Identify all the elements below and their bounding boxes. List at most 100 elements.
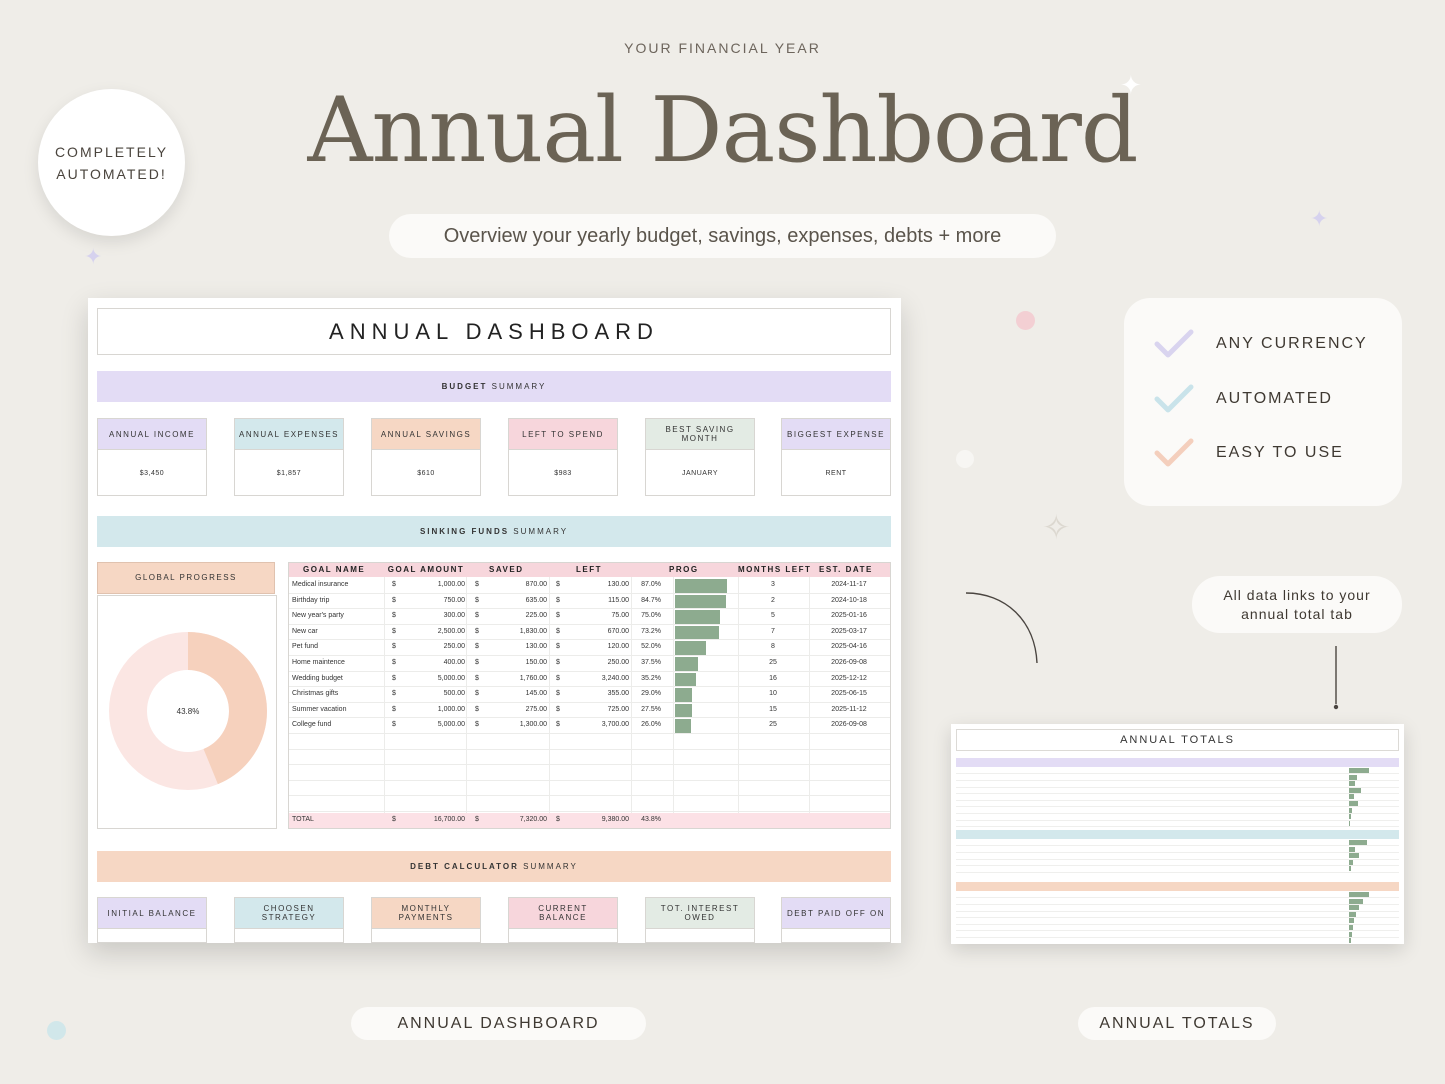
mini-progress-bar: [1349, 781, 1355, 787]
column-header: GOAL NAME: [303, 565, 366, 574]
stat-annual-savings: ANNUAL SAVINGS $610: [371, 418, 481, 496]
mini-row: [956, 801, 1399, 808]
total-label: TOTAL: [292, 816, 314, 823]
currency-symbol: $: [556, 612, 560, 620]
left-amount: 725.00: [607, 705, 629, 713]
decor-dot: [1016, 311, 1035, 330]
progress-bar: [675, 703, 692, 718]
mini-row: [956, 781, 1399, 788]
total-pct: 43.8%: [641, 816, 661, 823]
stat-value: $983: [554, 469, 572, 477]
column-header: MONTHS LEFT: [738, 565, 810, 574]
months-left: 16: [769, 674, 777, 682]
check-icon: [1154, 384, 1194, 413]
global-progress-box: 43.8%: [97, 595, 277, 829]
goal-amount: 500.00: [443, 690, 465, 698]
goal-name: Medical insurance: [292, 581, 349, 588]
stat-label: LEFT TO SPEND: [509, 419, 617, 450]
mini-row: [956, 853, 1399, 860]
progress-bar: [675, 579, 728, 593]
currency-symbol: $: [392, 721, 396, 729]
dashboard-title: ANNUAL DASHBOARD: [97, 308, 891, 355]
months-left: 7: [771, 627, 775, 635]
currency-symbol: $: [475, 596, 479, 604]
check-icon: [1154, 438, 1194, 467]
sparkle-icon: ✦: [1120, 70, 1142, 100]
budget-summary-band: BUDGET SUMMARY: [97, 371, 891, 402]
mini-progress-bar: [1349, 931, 1352, 937]
annual-dashboard-panel: ANNUAL DASHBOARD BUDGET SUMMARY ANNUAL I…: [88, 298, 901, 943]
left-amount: 670.00: [607, 627, 629, 635]
goal-amount: 1,000.00: [437, 705, 465, 713]
stat-value: JANUARY: [681, 469, 719, 477]
est-date: 2025-06-15: [831, 690, 867, 698]
mini-progress-bar: [1349, 768, 1369, 773]
table-row-empty: [289, 796, 890, 812]
donut-progress-arc: [109, 632, 267, 790]
mini-progress-bar: [1349, 925, 1353, 930]
table-total-row: TOTAL $ 16,700.00 $ 7,320.00 $ 9,380.00 …: [289, 813, 890, 828]
goal-name: Birthday trip: [292, 596, 330, 604]
mini-row: [956, 925, 1399, 932]
mini-progress-bar: [1349, 853, 1359, 859]
band-bold: BUDGET: [441, 382, 488, 391]
currency-symbol: $: [392, 816, 396, 823]
est-date: 2025-03-17: [831, 627, 867, 635]
table-row: Home maintence $400.00 $150.00 $250.00 37.5%…: [289, 656, 890, 672]
stat-value: $1,857: [276, 469, 302, 477]
stat-best-saving-month: BEST SAVING MONTH JANUARY: [645, 418, 755, 496]
mini-row: [956, 787, 1399, 795]
left-amount: 75.00: [611, 612, 629, 620]
currency-symbol: $: [556, 816, 560, 823]
currency-symbol: $: [475, 721, 479, 729]
progress-percent: 37.5%: [641, 659, 661, 666]
sparkle-icon: ✦: [1310, 206, 1329, 231]
table-row: College fund $5,000.00 $1,300.00 $3,700.00 2…: [289, 718, 890, 734]
mini-progress-bar: [1349, 807, 1352, 813]
table-row-empty: [289, 765, 890, 781]
left-amount: 250.00: [607, 659, 629, 666]
debt-interest-owed: TOT. INTEREST OWED: [645, 897, 755, 943]
est-date: 2025-01-16: [831, 612, 867, 620]
currency-symbol: $: [556, 627, 560, 635]
currency-symbol: $: [556, 690, 560, 698]
stat-annual-expenses: ANNUAL EXPENSES $1,857: [234, 418, 344, 496]
currency-symbol: $: [475, 581, 479, 588]
months-left: 3: [771, 581, 775, 588]
saved-amount: 870.00: [525, 581, 547, 588]
currency-symbol: $: [556, 581, 560, 588]
debt-initial-balance: INITIAL BALANCE: [97, 897, 207, 943]
months-left: 25: [769, 721, 777, 729]
band-bold: DEBT CALCULATOR: [410, 862, 519, 871]
table-row-empty: [289, 781, 890, 797]
currency-symbol: $: [556, 659, 560, 666]
band-bold: SINKING FUNDS: [419, 527, 510, 536]
table-row: Birthday trip $750.00 $635.00 $115.00 84.7% 2…: [289, 594, 890, 610]
stat-label: BIGGEST EXPENSE: [782, 419, 890, 450]
label-annual-totals: ANNUAL TOTALS: [1078, 1007, 1276, 1040]
feature-row: ANY CURRENCY: [1154, 329, 1368, 359]
mini-progress-bar: [1349, 898, 1363, 904]
decor-dot: [956, 450, 974, 468]
currency-symbol: $: [392, 674, 396, 682]
stat-value: $3,450: [139, 469, 165, 477]
progress-percent: 27.5%: [641, 705, 661, 713]
annual-totals-panel: ANNUAL TOTALS: [951, 724, 1404, 944]
progress-bar: [675, 672, 697, 687]
total-goal: 16,700.00: [433, 816, 465, 823]
mini-progress-bar: [1349, 938, 1351, 944]
months-left: 5: [771, 612, 775, 620]
currency-symbol: $: [392, 705, 396, 713]
column-divider: [384, 577, 385, 814]
saved-amount: 145.00: [525, 690, 547, 698]
progress-bar: [675, 657, 698, 671]
column-header: LEFT: [576, 565, 602, 574]
currency-symbol: $: [475, 705, 479, 713]
badge-line-1: COMPLETELY: [54, 143, 169, 160]
table-row: Medical insurance $1,000.00 $870.00 $130.00…: [289, 578, 890, 594]
debt-current-balance: CURRENT BALANCE: [508, 897, 618, 943]
features-card: ANY CURRENCY AUTOMATED EASY TO USE: [1124, 298, 1402, 506]
currency-symbol: $: [392, 690, 396, 698]
mini-progress-bar: [1349, 774, 1357, 780]
table-row: Wedding budget $5,000.00 $1,760.00 $3,240.0…: [289, 672, 890, 688]
